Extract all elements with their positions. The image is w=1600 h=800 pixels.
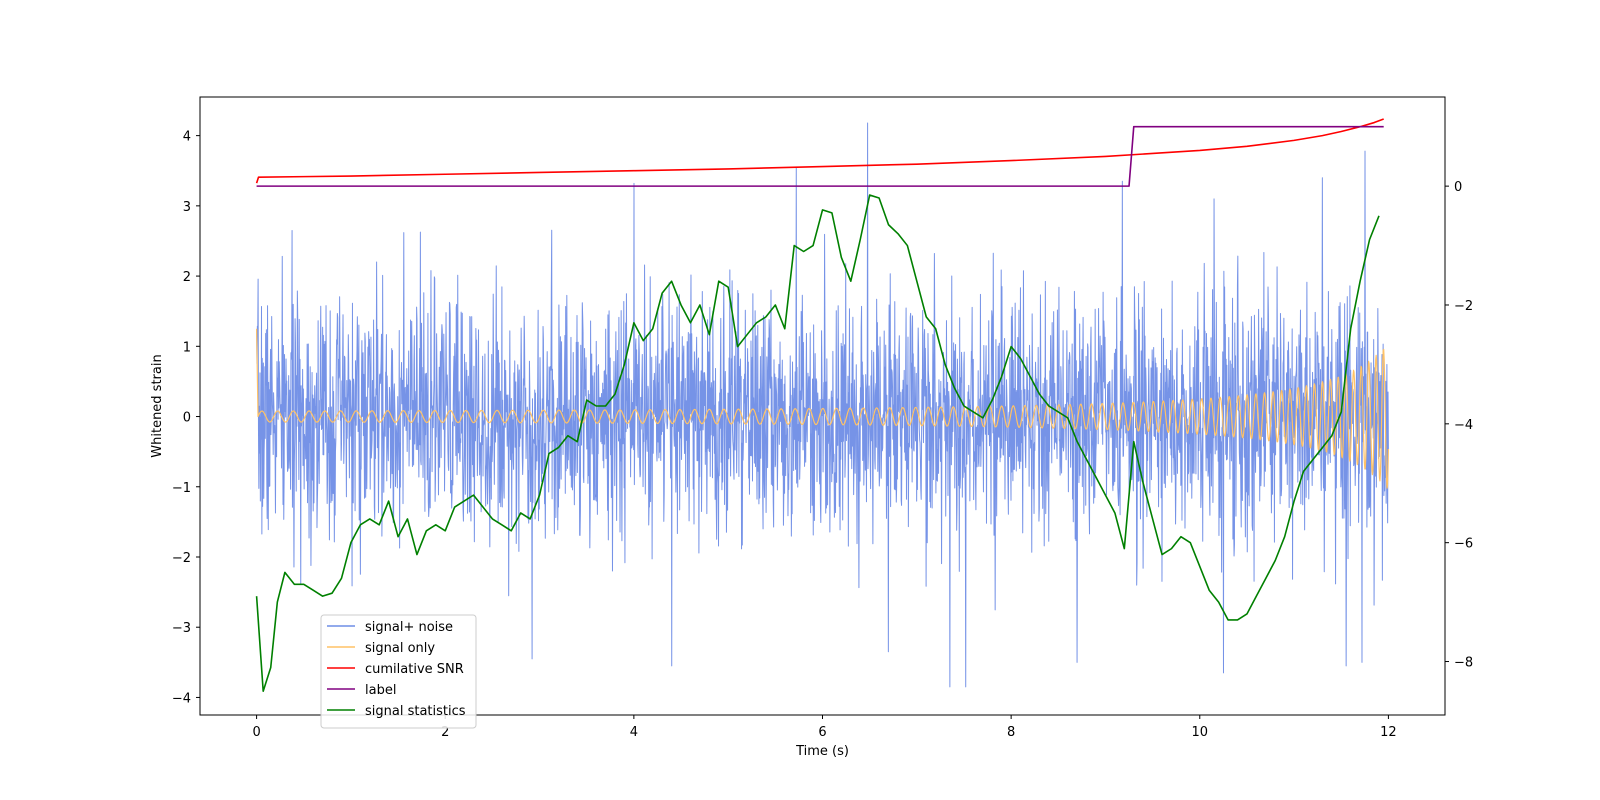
x-tick-label: 2: [441, 725, 449, 740]
x-tick-label: 8: [1007, 725, 1015, 740]
legend-label-label: label: [365, 683, 396, 698]
x-tick-label: 10: [1191, 725, 1208, 740]
y2-tick-label: −8: [1454, 656, 1473, 671]
series-layer: [255, 118, 1390, 693]
x-tick-label: 12: [1380, 725, 1397, 740]
series-signal-statistics-line: [255, 194, 1380, 693]
y-axis-label: Whitened strain: [150, 354, 165, 457]
x-tick-label: 4: [630, 725, 638, 740]
y-tick-label: 3: [183, 200, 191, 215]
legend: signal+ noise signal only cumilative SNR la…: [320, 614, 477, 729]
legend-box: [320, 614, 477, 729]
x-axis-label: Time (s): [795, 744, 849, 759]
y2-tick-label: −2: [1454, 299, 1473, 314]
legend-label-signal-noise: signal+ noise: [365, 620, 453, 635]
legend-label-signal-only: signal only: [365, 641, 435, 656]
y2-tick-label: −6: [1454, 537, 1473, 552]
y-tick-label: 2: [183, 270, 191, 285]
y-tick-label: −1: [172, 481, 191, 496]
x-tick-label: 6: [818, 725, 826, 740]
y-tick-label: 1: [183, 340, 191, 355]
y-tick-label: −2: [172, 551, 191, 566]
series-cumilative-snr-line: [255, 118, 1384, 184]
y-tick-label: 0: [183, 411, 191, 426]
legend-label-cumilative-snr: cumilative SNR: [365, 662, 464, 677]
y-tick-label: 4: [183, 130, 191, 145]
series-signal-only-line: [255, 328, 1390, 489]
legend-label-signal-statistics: signal statistics: [365, 704, 466, 719]
y-tick-label: −4: [172, 691, 191, 706]
y2-tick-label: −4: [1454, 418, 1473, 433]
y-tick-label: −3: [172, 621, 191, 636]
y2-tick-label: 0: [1454, 180, 1462, 195]
series-label-line: [256, 125, 1384, 187]
x-tick-label: 0: [252, 725, 260, 740]
series-signal-noise-line: [256, 122, 1389, 688]
